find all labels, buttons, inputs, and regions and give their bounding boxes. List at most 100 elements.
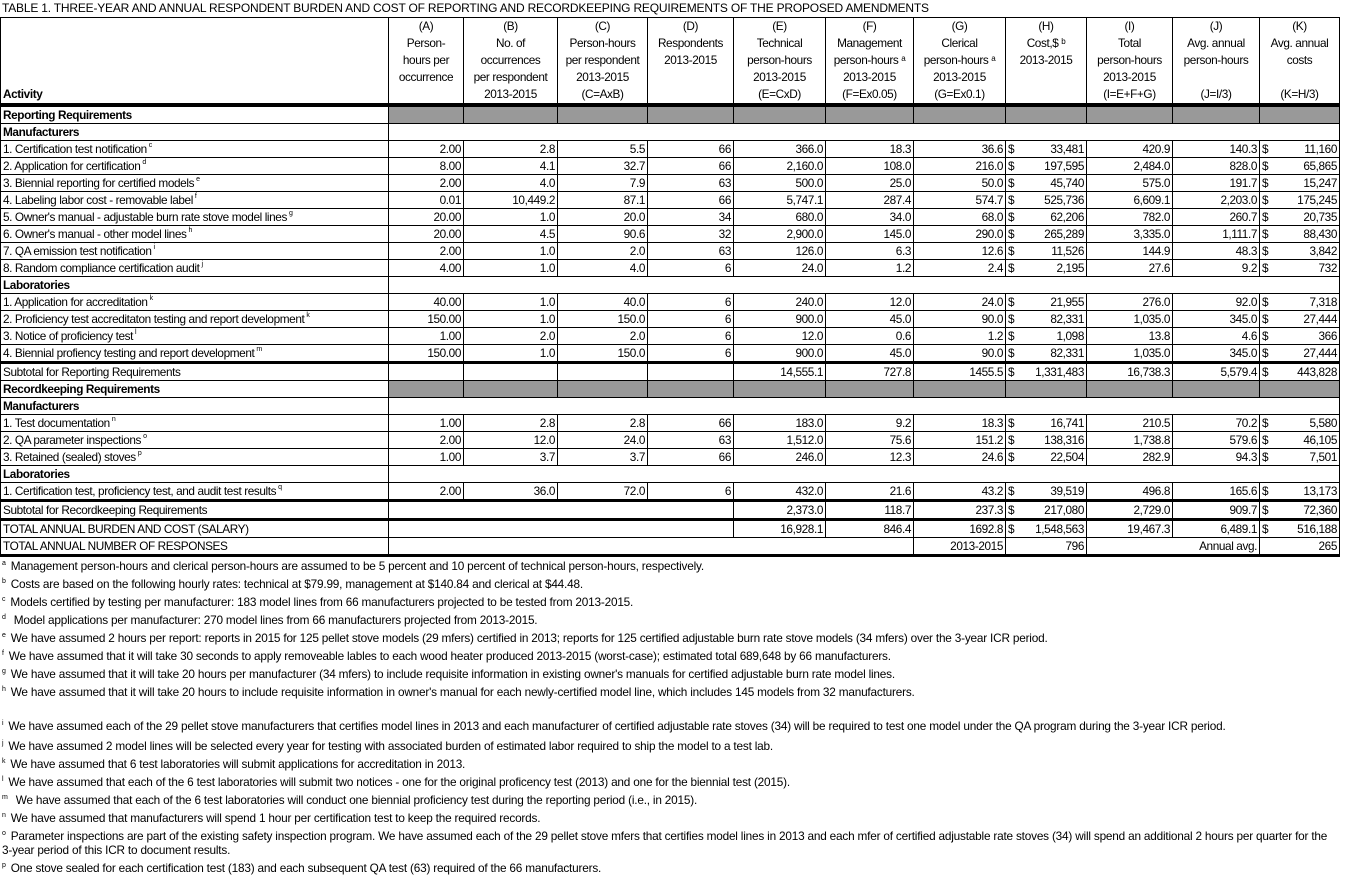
table-cell: 3.7 [463, 448, 558, 466]
table-cell: 5.5 [557, 140, 648, 158]
footnote: i We have assumed each of the 29 pellet s… [2, 719, 1226, 733]
footnote-text: Models certified by testing per manufact… [10, 595, 634, 609]
column-header-line: (B) [503, 19, 518, 33]
table-cell: 14,555.1 [733, 361, 826, 381]
table-cell: 72.0 [557, 482, 648, 501]
cell-value: 1.0 [539, 261, 556, 275]
cell-value: 150.0 [617, 312, 645, 326]
cell-value: 6 [724, 346, 732, 360]
table-cell: 8.00 [388, 157, 464, 175]
cell-value: 34.0 [889, 210, 912, 224]
currency-symbol: $ [1008, 193, 1015, 207]
currency-symbol: $ [1008, 416, 1015, 430]
footnote-ref: k [149, 295, 154, 302]
cell-value: 1.0 [539, 210, 556, 224]
activity-label: 3. Retained (sealed) stoves p [0, 448, 389, 466]
section-fill-cell [647, 104, 734, 124]
currency-symbol: $ [1262, 227, 1269, 241]
annual-responses: 265 [1259, 537, 1340, 557]
period-responses: 796 [1005, 537, 1087, 557]
column-header-line: (I) [1124, 19, 1135, 33]
cell-value: 1.2 [895, 261, 912, 275]
column-header-line: per respondent [565, 53, 640, 67]
currency-symbol: $ [1262, 261, 1269, 275]
activity-label: Laboratories [0, 276, 389, 294]
group-blank-cell [388, 397, 1340, 415]
table-row-item: 6. Owner's manual - other model lines h 20… [0, 225, 1340, 243]
cell-value: 165.6 [1229, 484, 1257, 498]
activity-label: 1. Certification test notification c [0, 140, 389, 158]
activity-label: 5. Owner's manual - adjustable burn rate… [0, 208, 389, 226]
table-cell: $5,580 [1259, 414, 1340, 432]
cell-value: 276.0 [1142, 295, 1170, 309]
section-fill-cell [913, 380, 1006, 398]
cell-value: 432.0 [795, 484, 823, 498]
table-cell: $45,740 [1005, 174, 1087, 192]
footnote-mark: j [2, 740, 4, 747]
table-cell: 63 [647, 242, 734, 260]
cell-value: 500.0 [795, 176, 823, 190]
table-cell: 12.0 [825, 293, 914, 311]
column-header: (J) Avg. annual person-hours (J=I/3) [1172, 17, 1260, 107]
column-header: (I) Total person-hours 2013-2015 (I=E+F+G) [1086, 17, 1173, 107]
table-cell: 13.8 [1086, 327, 1173, 345]
footnote-ref: i [153, 244, 156, 251]
section-fill-cell [733, 380, 826, 398]
table-cell: 45.0 [825, 344, 914, 363]
footnote: g We have assumed that it will take 20 ho… [2, 667, 895, 681]
footnote-text: Costs are based on the following hourly … [10, 577, 583, 591]
table-cell: 12.3 [825, 448, 914, 466]
table-row-item: 4. Labeling labor cost - removable label… [0, 191, 1340, 209]
table-cell: 2.00 [388, 431, 464, 449]
footnote-ref: m [256, 346, 262, 353]
table-cell: $2,195 [1005, 259, 1087, 277]
table-cell: 6,489.1 [1172, 519, 1260, 538]
cell-value: 525,736 [1044, 193, 1084, 207]
cell-value: 1,548,563 [1035, 522, 1084, 536]
cell-value: 45.0 [889, 312, 912, 326]
table-cell: $27,444 [1259, 310, 1340, 328]
table-cell: 66 [647, 448, 734, 466]
cell-value: 16,741 [1050, 416, 1084, 430]
table-cell: 150.0 [557, 310, 648, 328]
table-cell: $265,289 [1005, 225, 1087, 243]
table-cell: 150.00 [388, 310, 464, 328]
footnote-mark: e [2, 632, 6, 639]
cell-value: 15,247 [1303, 176, 1337, 190]
table-row-item: 2. Proficiency test accreditaton testing… [0, 310, 1340, 328]
activity-label: 4. Biennial profiency testing and report… [0, 344, 389, 363]
footnote-mark: l [2, 776, 4, 783]
cell-value: 3.7 [629, 450, 646, 464]
table-cell: 2,160.0 [733, 157, 826, 175]
table-cell: 40.00 [388, 293, 464, 311]
table-cell [557, 361, 648, 381]
cell-value: 140.3 [1229, 142, 1257, 156]
cell-value: 2.0 [629, 329, 646, 343]
table-cell: $82,331 [1005, 344, 1087, 363]
table-cell: 24.6 [913, 448, 1006, 466]
table-cell: 782.0 [1086, 208, 1173, 226]
table-cell: 150.00 [388, 344, 464, 363]
table-cell: 90.6 [557, 225, 648, 243]
cell-value: 2.0 [539, 329, 556, 343]
table-cell: 2.00 [388, 242, 464, 260]
cell-value: 66 [718, 450, 732, 464]
activity-label: 2. Application for certification d [0, 157, 389, 175]
table-cell: 4.1 [463, 157, 558, 175]
section-fill-cell [913, 104, 1006, 124]
cell-value: 66 [718, 193, 732, 207]
footnote-mark: b [2, 578, 6, 585]
cell-value: 1,512.0 [786, 433, 823, 447]
cell-value: 40.0 [623, 295, 646, 309]
table-cell: 6 [647, 344, 734, 363]
footnote-ref: p [137, 450, 142, 457]
section-fill-cell [647, 380, 734, 398]
cell-value: 3.7 [539, 450, 556, 464]
cell-value: 6 [724, 312, 732, 326]
footnote-mark: o [2, 830, 6, 837]
cell-value: 900.0 [795, 346, 823, 360]
activity-label: Manufacturers [0, 397, 389, 415]
cell-value: 21.6 [889, 484, 912, 498]
column-header-line: (K) [1292, 19, 1307, 33]
table-cell: $3,842 [1259, 242, 1340, 260]
